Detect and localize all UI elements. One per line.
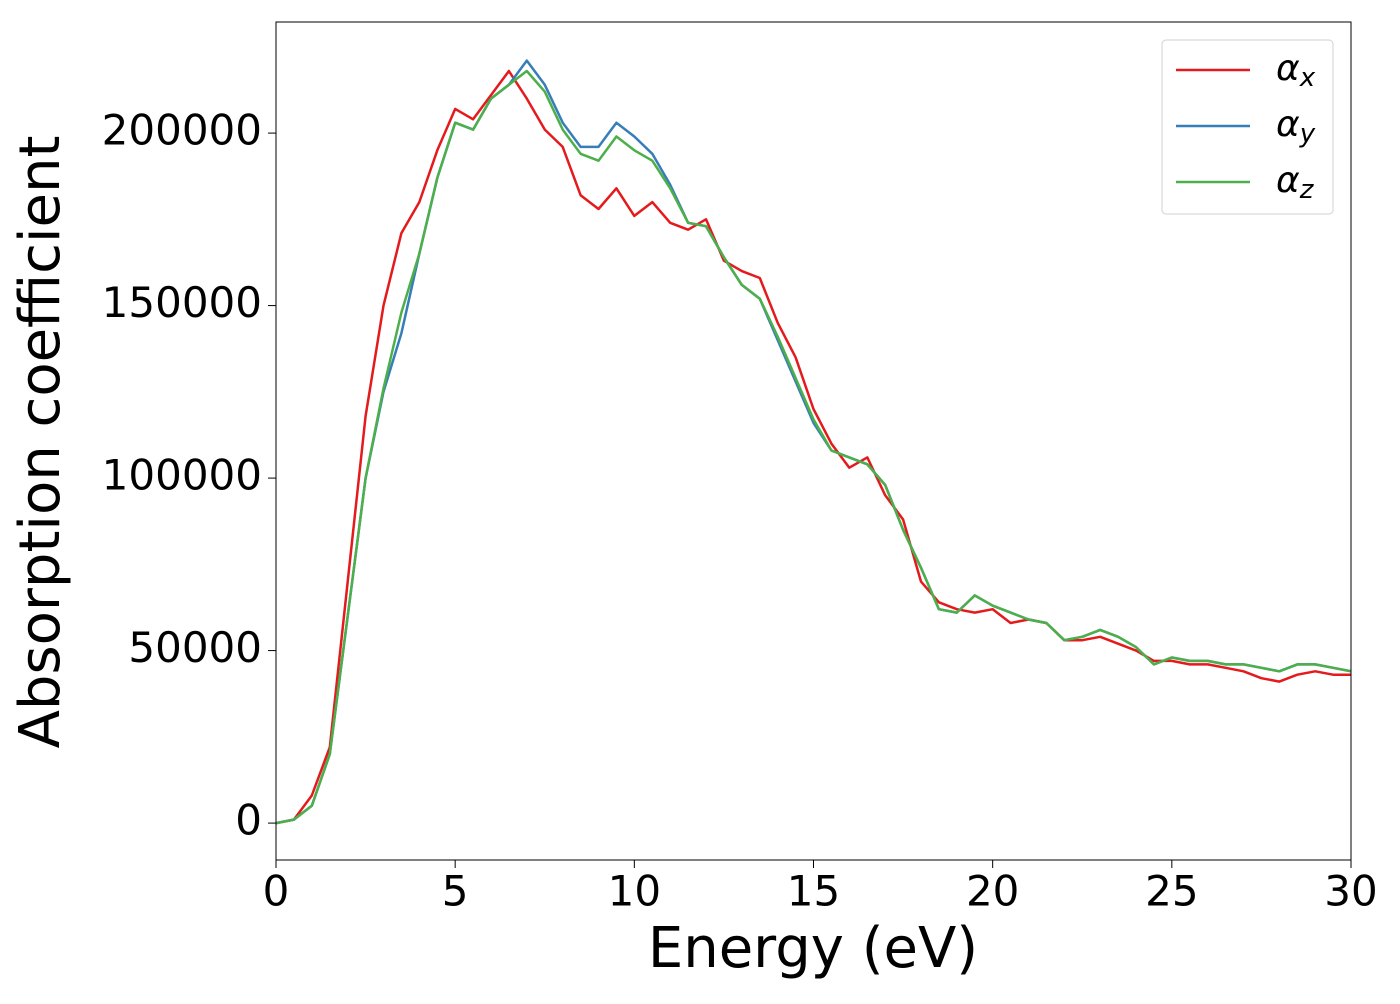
x-tick-label: 0: [263, 867, 290, 916]
y-tick-label: 0: [235, 796, 262, 845]
x-tick-label: 20: [966, 867, 1019, 916]
legend-label: αz: [1276, 160, 1315, 205]
x-tick-label: 10: [608, 867, 661, 916]
x-tick-label: 15: [787, 867, 840, 916]
data-line: [276, 69, 1351, 825]
legend-label: αx: [1276, 48, 1316, 93]
plot-frame: [275, 21, 1352, 861]
y-tick-label: 50000: [128, 623, 262, 672]
data-line: [276, 69, 1351, 825]
x-tick-label: 25: [1145, 867, 1198, 916]
y-tick-label: 200000: [102, 106, 262, 155]
y-tick-label: 100000: [102, 451, 262, 500]
x-tick-label: 30: [1324, 867, 1377, 916]
y-axis-label: Absorption coefficient: [8, 136, 73, 749]
legend-label: αy: [1276, 104, 1316, 149]
x-axis-label: Energy (eV): [648, 916, 978, 981]
y-tick-label: 150000: [102, 278, 262, 327]
x-tick-label: 5: [442, 867, 469, 916]
